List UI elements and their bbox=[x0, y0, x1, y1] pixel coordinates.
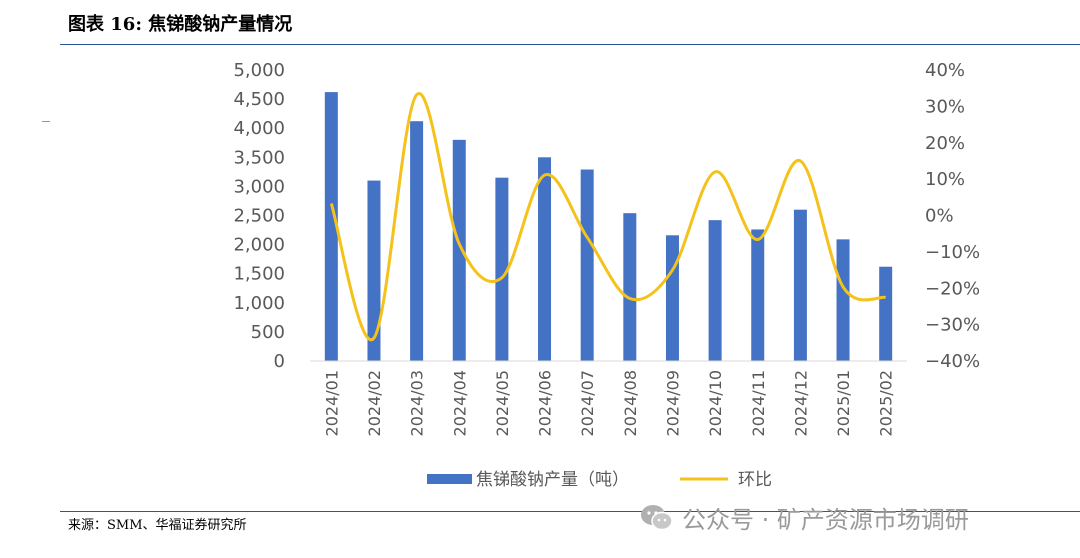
x-tick-label: 2024/06 bbox=[536, 370, 555, 436]
y-right-tick-label: −20% bbox=[925, 278, 980, 299]
y-left-tick-label: 1,500 bbox=[233, 264, 285, 285]
bottom-rule bbox=[60, 511, 1080, 512]
bar-2024-02 bbox=[367, 180, 381, 361]
y-left-tick-label: 2,500 bbox=[233, 206, 285, 227]
legend-swatch-bar bbox=[427, 474, 472, 484]
bar-2024-08 bbox=[623, 213, 637, 361]
bar-2024-11 bbox=[751, 229, 765, 361]
bar-2024-05 bbox=[495, 177, 509, 361]
y-right-tick-label: −30% bbox=[925, 315, 980, 336]
y-left-tick-label: 3,500 bbox=[233, 147, 285, 168]
bar-2024-04 bbox=[452, 139, 466, 361]
y-left-tick-label: 5,000 bbox=[233, 60, 285, 81]
x-tick-label: 2025/02 bbox=[877, 370, 896, 436]
margin-mark bbox=[42, 121, 50, 122]
x-tick-label: 2024/04 bbox=[450, 370, 469, 436]
y-right-tick-label: −10% bbox=[925, 242, 980, 263]
bar-2024-12 bbox=[793, 209, 807, 361]
watermark: 公众号 · 矿产资源市场调研 bbox=[640, 500, 969, 535]
x-tick-label: 2024/08 bbox=[621, 370, 640, 436]
legend: 焦锑酸钠产量（吨） 环比 bbox=[427, 470, 772, 490]
y-right-tick-label: 30% bbox=[925, 96, 965, 117]
y-left-tick-label: 0 bbox=[274, 351, 285, 372]
x-tick-label: 2025/01 bbox=[834, 370, 853, 436]
bar-2024-10 bbox=[708, 220, 722, 361]
legend-label-bar: 焦锑酸钠产量（吨） bbox=[476, 470, 629, 490]
series-line-mom bbox=[329, 92, 887, 342]
y-right-tick-label: 0% bbox=[925, 206, 954, 227]
bar-2024-01 bbox=[324, 92, 338, 361]
y-left-tick-label: 500 bbox=[251, 322, 285, 343]
top-rule bbox=[60, 44, 1080, 45]
source-note: 来源：SMM、华福证券研究所 bbox=[68, 518, 247, 533]
bar-2025-01 bbox=[836, 239, 850, 361]
x-tick-label: 2024/09 bbox=[663, 370, 682, 436]
y-left-tick-label: 3,000 bbox=[233, 176, 285, 197]
chart: 2024/01 2024/02 2024/03 2024/04 2024/05 2024/… bbox=[233, 60, 980, 490]
bar-2025-02 bbox=[879, 266, 893, 361]
legend-label-line: 环比 bbox=[738, 470, 772, 490]
bar-2024-09 bbox=[665, 235, 679, 361]
figure-title: 图表 16: 焦锑酸钠产量情况 bbox=[68, 14, 293, 35]
y-right-tick-label: 40% bbox=[925, 60, 965, 81]
x-tick-label: 2024/11 bbox=[749, 370, 768, 436]
x-tick-label: 2024/10 bbox=[706, 370, 725, 436]
x-tick-label: 2024/12 bbox=[791, 370, 810, 436]
y-right-tick-label: 20% bbox=[925, 133, 965, 154]
y-left-tick-label: 1,000 bbox=[233, 293, 285, 314]
x-tick-label: 2024/01 bbox=[322, 370, 341, 436]
wechat-icon bbox=[641, 504, 673, 530]
bar-2024-03 bbox=[410, 121, 424, 361]
y-left-tick-label: 4,500 bbox=[233, 89, 285, 110]
y-left-tick-label: 4,000 bbox=[233, 118, 285, 139]
y-right-tick-label: −40% bbox=[925, 351, 980, 372]
x-tick-label: 2024/05 bbox=[493, 370, 512, 436]
x-tick-label: 2024/07 bbox=[578, 370, 597, 436]
y-right-tick-label: 10% bbox=[925, 169, 965, 190]
y-left-tick-label: 2,000 bbox=[233, 235, 285, 256]
x-tick-label: 2024/02 bbox=[365, 370, 384, 436]
bar-2024-06 bbox=[538, 157, 552, 361]
x-tick-label: 2024/03 bbox=[408, 370, 427, 436]
bar-2024-07 bbox=[580, 169, 594, 361]
watermark-text: 公众号 · 矿产资源市场调研 bbox=[682, 506, 969, 534]
